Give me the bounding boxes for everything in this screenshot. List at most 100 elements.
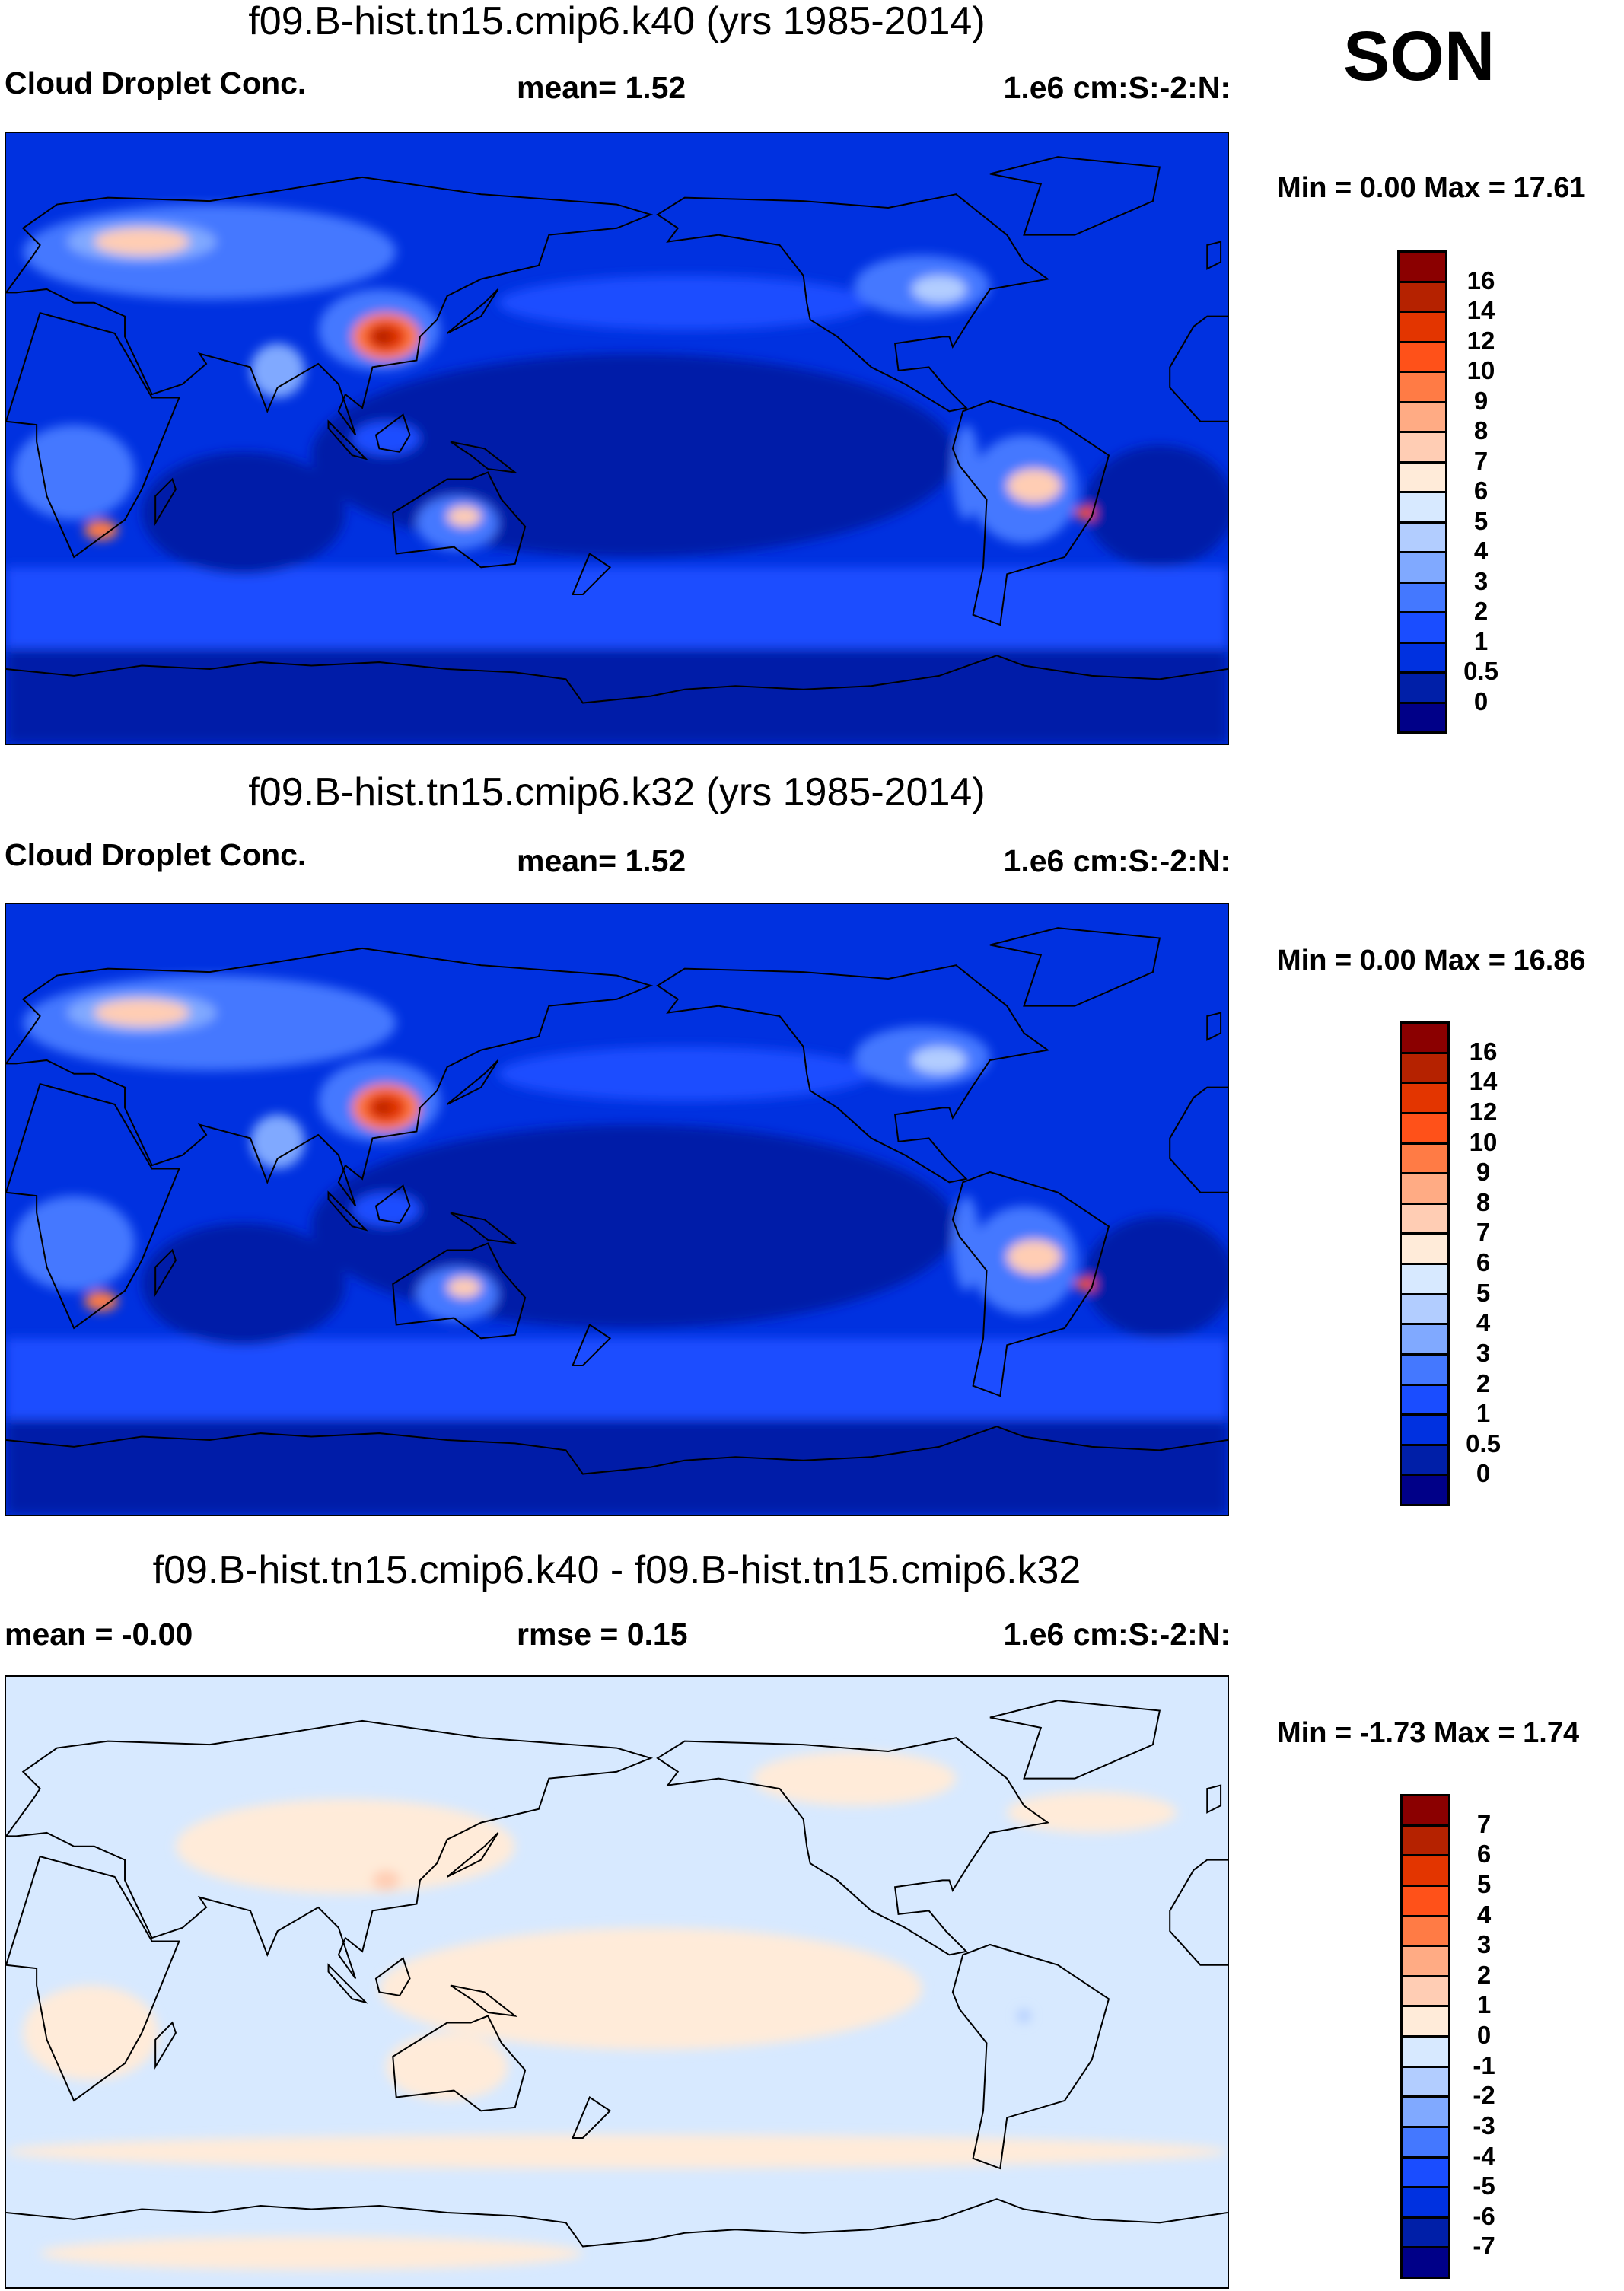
colorbar-swatch — [1400, 1914, 1450, 1948]
colorbar-swatch — [1397, 581, 1447, 613]
colorbar-tick-label: -1 — [1473, 2050, 1495, 2079]
colorbar-swatch — [1400, 1172, 1450, 1205]
colorbar-swatch — [1400, 1945, 1450, 1977]
colorbar-tick-label: 10 — [1469, 1127, 1498, 1156]
colorbar-swatch — [1400, 2246, 1450, 2279]
colorbar-swatch — [1397, 250, 1447, 283]
colorbar-tick-label: -2 — [1473, 2081, 1495, 2110]
colorbar-tick-label: 2 — [1476, 1960, 1492, 1989]
colorbar-tick-label: -6 — [1473, 2201, 1495, 2230]
colorbar-tick-label: 3 — [1476, 1930, 1492, 1959]
colorbar-swatch — [1400, 1474, 1450, 1506]
colorbar-tick-label: 4 — [1473, 537, 1489, 565]
colorbar-tick-label: -7 — [1473, 2232, 1495, 2261]
colorbar-tick-label: 12 — [1466, 326, 1495, 355]
colorbar-swatch — [1400, 1443, 1450, 1477]
contour-map — [5, 132, 1229, 745]
colorbar-tick-label: 3 — [1473, 566, 1489, 595]
colorbar-tick-label: 7 — [1476, 1809, 1492, 1838]
colorbar-swatch — [1400, 2035, 1450, 2068]
colorbar-tick-label: 6 — [1473, 476, 1489, 505]
colorbar-tick-label: 10 — [1466, 356, 1495, 384]
colorbar-tick-label: 4 — [1476, 1900, 1492, 1929]
colorbar-swatch — [1397, 551, 1447, 584]
colorbar-swatch — [1397, 340, 1447, 373]
colorbar-tick-label: 0.5 — [1463, 657, 1498, 685]
colorbar-tick-label: 1 — [1476, 1399, 1491, 1428]
colorbar: 7 6 5 4 3 2 1 0 -1 -2 -3 -4 -5 -6 -7 — [1400, 1794, 1495, 2279]
colorbar-swatch — [1397, 521, 1447, 553]
colorbar-swatch — [1400, 1824, 1450, 1857]
mean-label: mean= 1.52 — [517, 70, 686, 105]
colorbar-tick-label: 6 — [1476, 1248, 1491, 1276]
units-label: 1.e6 cm:S:-2:N: — [1003, 70, 1231, 105]
colorbar-swatch — [1400, 2065, 1450, 2098]
colorbar-swatch — [1400, 2125, 1450, 2159]
colorbar-swatch — [1400, 2005, 1450, 2038]
colorbar-swatch — [1400, 1142, 1450, 1175]
colorbar: 16 14 12 10 9 8 7 6 5 4 3 2 1 0.5 0 — [1397, 250, 1498, 734]
colorbar-swatch — [1397, 611, 1447, 644]
colorbar-tick-label: 2 — [1473, 597, 1489, 625]
min-max-label: Min = 0.00 Max = 17.61 — [1277, 172, 1586, 204]
colorbar-tick-label: 5 — [1476, 1869, 1492, 1898]
variable-label: Cloud Droplet Conc. — [5, 837, 307, 872]
colorbar-tick-label: -4 — [1473, 2141, 1495, 2170]
colorbar-swatch — [1400, 1292, 1450, 1326]
colorbar-swatch — [1400, 1413, 1450, 1446]
contour-map — [5, 1675, 1229, 2289]
colorbar-swatch — [1400, 1383, 1450, 1416]
colorbar-tick-label: 5 — [1476, 1278, 1491, 1307]
colorbar-tick-label: 0 — [1476, 1459, 1491, 1488]
colorbar-tick-label: 16 — [1469, 1037, 1498, 1066]
colorbar-tick-label: 7 — [1473, 446, 1489, 475]
colorbar: 16 14 12 10 9 8 7 6 5 4 3 2 1 0.5 0 — [1400, 1021, 1501, 1506]
colorbar-tick-label: 0.5 — [1466, 1429, 1501, 1458]
colorbar-tick-label: 8 — [1476, 1187, 1491, 1216]
colorbar-swatch — [1400, 2095, 1450, 2128]
colorbar-tick-label: 14 — [1469, 1067, 1498, 1096]
colorbar-swatch — [1397, 701, 1447, 734]
colorbar-swatch — [1400, 1263, 1450, 1295]
colorbar-tick-label: 2 — [1476, 1369, 1491, 1397]
colorbar-tick-label: 6 — [1476, 1840, 1492, 1869]
min-max-label: Min = 0.00 Max = 16.86 — [1277, 945, 1586, 977]
colorbar-swatch — [1400, 1082, 1450, 1114]
colorbar-swatch — [1397, 491, 1447, 524]
panel-title: f09.B-hist.tn15.cmip6.k40 (yrs 1985-2014… — [248, 0, 986, 43]
colorbar-swatch — [1397, 460, 1447, 493]
colorbar-swatch — [1400, 2216, 1450, 2249]
contour-map — [5, 903, 1229, 1516]
colorbar-tick-label: 0 — [1476, 2021, 1492, 2049]
colorbar-swatch — [1400, 1111, 1450, 1145]
colorbar-tick-label: -5 — [1473, 2172, 1495, 2200]
season-label: SON — [1343, 18, 1495, 95]
colorbar-tick-label: 16 — [1466, 266, 1495, 295]
colorbar-swatch — [1400, 1884, 1450, 1917]
panel-title: f09.B-hist.tn15.cmip6.k40 - f09.B-hist.t… — [152, 1548, 1081, 1592]
colorbar-swatch — [1397, 280, 1447, 313]
colorbar-swatch — [1400, 1323, 1450, 1356]
colorbar-swatch — [1400, 1232, 1450, 1265]
colorbar-swatch — [1397, 371, 1447, 403]
variable-label: Cloud Droplet Conc. — [5, 65, 307, 100]
colorbar-tick-label: 0 — [1473, 687, 1489, 715]
colorbar-swatch — [1400, 1051, 1450, 1085]
colorbar-swatch — [1400, 2156, 1450, 2189]
colorbar-tick-label: 1 — [1473, 626, 1489, 655]
colorbar-tick-label: 1 — [1476, 1990, 1492, 2019]
colorbar-swatch — [1400, 1974, 1450, 2008]
colorbar-swatch — [1400, 1021, 1450, 1054]
colorbar-swatch — [1397, 400, 1447, 433]
units-label: 1.e6 cm:S:-2:N: — [1003, 1617, 1231, 1652]
colorbar-swatch — [1397, 431, 1447, 464]
colorbar-swatch — [1400, 1794, 1450, 1827]
colorbar-swatch — [1397, 311, 1447, 343]
colorbar-tick-label: 14 — [1466, 296, 1495, 324]
colorbar-tick-label: 7 — [1476, 1218, 1491, 1247]
colorbar-tick-label: 8 — [1473, 416, 1489, 444]
colorbar-tick-label: 3 — [1476, 1338, 1491, 1367]
colorbar-tick-label: 9 — [1473, 386, 1489, 415]
colorbar-tick-label: 9 — [1476, 1158, 1491, 1187]
colorbar-swatch — [1400, 1202, 1450, 1235]
